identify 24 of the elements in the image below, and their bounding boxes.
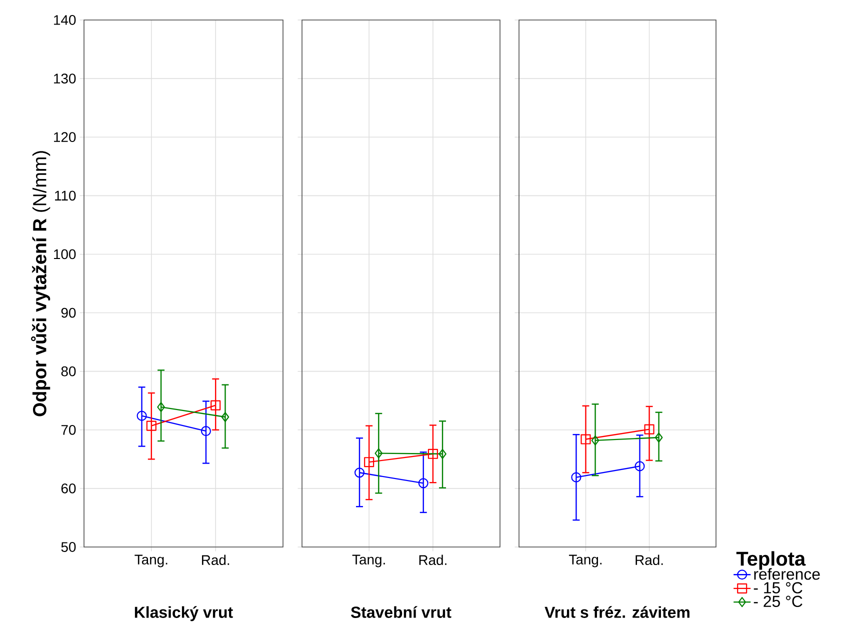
x-tick-label: Tang.	[134, 554, 168, 568]
legend-label: - 25 °C	[754, 596, 802, 608]
y-tick-label: 120	[54, 132, 76, 142]
x-tick-label: Tang.	[568, 554, 602, 568]
y-tick-label: 60	[61, 483, 76, 494]
legend-title: Teplota	[736, 551, 806, 570]
x-axis-title: Stavební vrut	[350, 606, 452, 618]
legend-label: - 15 °C	[754, 582, 802, 594]
legend-label: reference	[754, 568, 820, 580]
x-tick-label: Tang.	[352, 554, 385, 568]
y-tick-label: 130	[54, 74, 76, 84]
y-tick-label: 80	[61, 366, 76, 376]
y-tick-label: 110	[55, 190, 76, 201]
y-tick-label: 100	[54, 249, 76, 260]
x-tick-label: Rad.	[636, 554, 663, 566]
y-tick-label: 70	[61, 424, 76, 435]
y-tick-label: 50	[61, 542, 76, 552]
x-tick-label: Rad.	[419, 554, 446, 566]
x-tick-label: Rad.	[202, 554, 230, 566]
x-axis-title: Klasický vrut	[134, 606, 233, 622]
y-tick-label: 90	[61, 308, 76, 318]
x-axis-title: Vrut s fréz. závitem	[544, 606, 690, 618]
y-tick-label: 140	[54, 15, 76, 25]
y-axis-title: Odpor vůči vytažení R (N/mm)	[31, 151, 50, 416]
